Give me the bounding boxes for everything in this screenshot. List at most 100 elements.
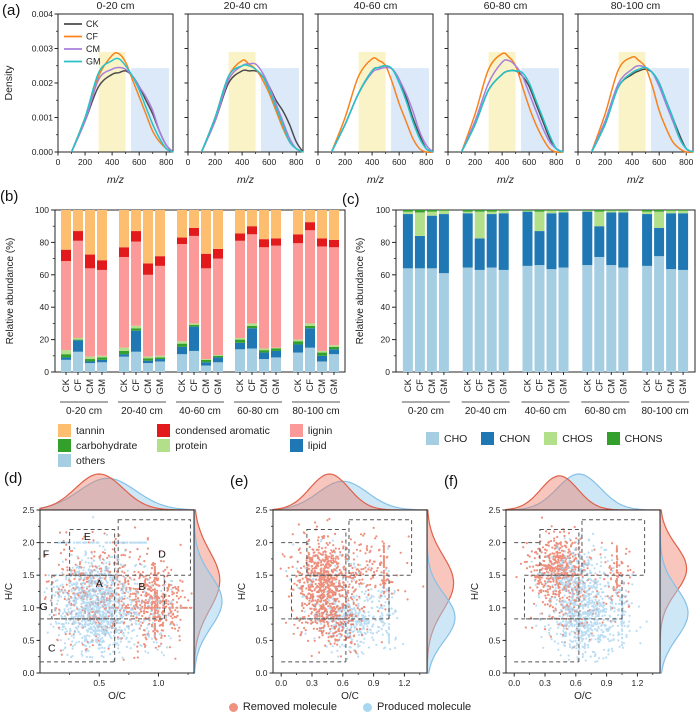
svg-text:40: 40 [40, 302, 50, 312]
svg-text:400: 400 [495, 157, 509, 167]
svg-text:CK: CK [582, 378, 593, 392]
legend-label: lignin [307, 424, 333, 437]
svg-text:800: 800 [549, 157, 563, 167]
svg-text:2.5: 2.5 [489, 505, 501, 515]
svg-text:CM: CM [85, 379, 96, 394]
svg-text:CK: CK [293, 378, 304, 392]
svg-text:0: 0 [576, 157, 581, 167]
svg-text:400: 400 [625, 157, 639, 167]
svg-text:100: 100 [376, 205, 390, 215]
svg-text:0.3: 0.3 [306, 678, 318, 688]
svg-text:0.0: 0.0 [23, 668, 35, 678]
svg-text:0-20 cm: 0-20 cm [97, 0, 135, 12]
panel-c-label: (c) [342, 191, 360, 208]
legend-item-protein: protein [157, 439, 270, 452]
svg-text:CF: CF [86, 32, 98, 42]
legend-item-chons: CHONS [606, 432, 663, 445]
svg-text:GM: GM [678, 379, 689, 394]
svg-text:1.0: 1.0 [256, 603, 268, 613]
svg-text:H/C: H/C [470, 583, 481, 600]
legend-item-cho: CHO [426, 432, 467, 445]
svg-text:80-100 cm: 80-100 cm [292, 406, 339, 417]
svg-text:0.003: 0.003 [32, 44, 54, 54]
panel-f-label: (f) [444, 473, 459, 490]
svg-text:400: 400 [105, 157, 119, 167]
svg-text:CM: CM [86, 44, 100, 54]
svg-text:GM: GM [559, 379, 570, 394]
svg-text:200: 200 [338, 157, 352, 167]
svg-text:GM: GM [271, 379, 282, 394]
svg-text:1.2: 1.2 [631, 678, 643, 688]
svg-text:CM: CM [259, 379, 270, 394]
svg-text:CF: CF [594, 379, 605, 392]
svg-text:600: 600 [392, 157, 406, 167]
svg-text:CM: CM [201, 379, 212, 394]
chons-swatch [606, 432, 620, 445]
legend-item-removed-molecule: Removed molecule [228, 701, 337, 713]
svg-text:G: G [39, 601, 47, 613]
svg-text:2.5: 2.5 [23, 505, 35, 515]
svg-text:20-40 cm: 20-40 cm [121, 406, 163, 417]
svg-text:GM: GM [155, 379, 166, 394]
legend-item-condensed-aromatic: condensed aromatic [157, 424, 270, 437]
svg-text:0: 0 [446, 157, 451, 167]
compound-class-legend: tannin carbohydrate others condensed aro… [58, 424, 332, 467]
svg-text:0.6: 0.6 [337, 678, 349, 688]
svg-text:H/C: H/C [237, 583, 248, 600]
legend-label: Produced molecule [376, 701, 472, 713]
svg-text:2.0: 2.0 [256, 538, 268, 548]
svg-text:400: 400 [235, 157, 249, 167]
removed-molecule-dot-icon [228, 702, 238, 712]
svg-text:CM: CM [143, 379, 154, 394]
svg-text:60: 60 [40, 270, 50, 280]
svg-text:80-100 cm: 80-100 cm [611, 0, 661, 12]
svg-text:CK: CK [463, 378, 474, 392]
svg-text:CF: CF [535, 379, 546, 392]
panel-f-vankrevelen-chart: 0.0 0.5 1.0 1.5 2.0 2.5 0.0 0.3 0.6 0.9 1.2 O/C H/C [470, 473, 689, 702]
svg-text:GM: GM [97, 379, 108, 394]
svg-text:m/z: m/z [497, 174, 515, 186]
svg-text:80-100 cm: 80-100 cm [641, 406, 688, 417]
others-swatch [58, 454, 71, 467]
svg-text:CM: CM [547, 379, 558, 394]
svg-text:2.0: 2.0 [23, 538, 35, 548]
svg-text:CK: CK [61, 378, 72, 392]
svg-text:Relative abundance (%): Relative abundance (%) [5, 238, 16, 345]
panel-b-label: (b) [0, 188, 19, 205]
svg-text:m/z: m/z [627, 174, 645, 186]
tannin-swatch [58, 424, 71, 437]
svg-text:0.0: 0.0 [508, 678, 520, 688]
svg-text:CF: CF [189, 379, 200, 392]
legend-label: tannin [76, 424, 105, 437]
svg-text:CK: CK [403, 378, 414, 392]
panel-d-label: (d) [4, 470, 23, 487]
svg-text:20: 20 [381, 335, 391, 345]
svg-text:D: D [158, 549, 166, 561]
svg-text:C: C [48, 642, 56, 654]
svg-text:40: 40 [381, 302, 391, 312]
svg-text:60-80 cm: 60-80 cm [237, 406, 279, 417]
legend-item-lipid: lipid [289, 439, 333, 452]
svg-text:2.0: 2.0 [489, 538, 501, 548]
svg-text:0: 0 [186, 157, 191, 167]
svg-text:0: 0 [56, 157, 61, 167]
legend-label: CHONS [624, 432, 663, 445]
svg-text:CF: CF [73, 379, 84, 392]
svg-text:CK: CK [523, 378, 534, 392]
svg-text:0.6: 0.6 [570, 678, 582, 688]
condensed-aromatic-swatch [157, 424, 171, 437]
svg-text:20-40 cm: 20-40 cm [224, 0, 268, 12]
carbohydrate-swatch [58, 439, 71, 452]
svg-text:200: 200 [468, 157, 482, 167]
svg-text:200: 200 [208, 157, 222, 167]
svg-text:H/C: H/C [4, 583, 15, 600]
chos-swatch [544, 432, 558, 445]
svg-text:O/C: O/C [341, 691, 359, 702]
panel-a-label: (a) [2, 2, 21, 19]
svg-text:800: 800 [289, 157, 303, 167]
svg-text:80: 80 [381, 237, 391, 247]
svg-text:CK: CK [86, 19, 99, 29]
svg-text:CM: CM [487, 379, 498, 394]
svg-text:CF: CF [654, 379, 665, 392]
